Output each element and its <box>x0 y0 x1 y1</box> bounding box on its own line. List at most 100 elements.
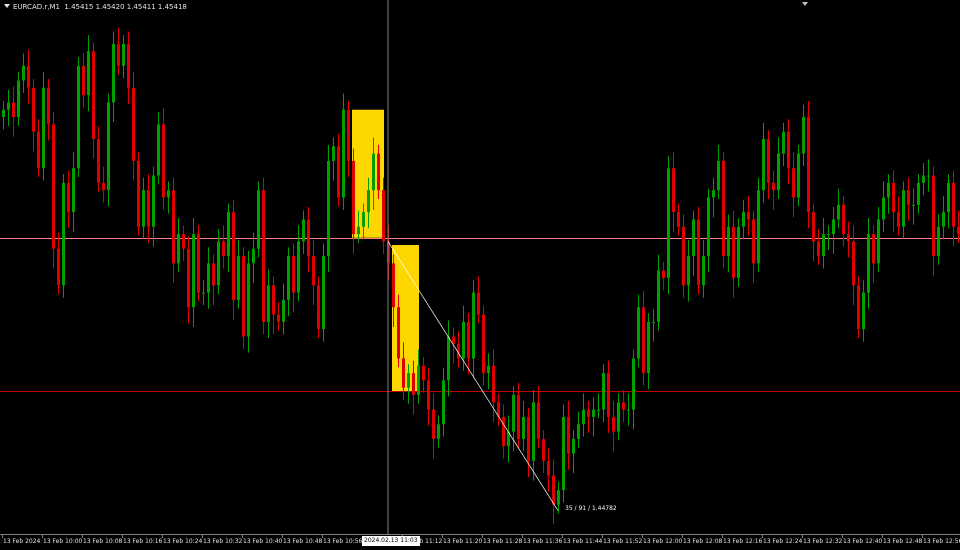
candle-body <box>282 299 285 322</box>
candle-body <box>377 153 380 191</box>
candle-body <box>407 373 410 388</box>
candle-body <box>852 241 855 286</box>
time-tick-label: 13 Feb 11:12 <box>403 538 443 545</box>
candle-body <box>817 241 820 257</box>
candle-body <box>887 182 890 198</box>
chart-title[interactable]: EURCAD.r,M1 1.45415 1.45420 1.45411 1.45… <box>4 3 187 12</box>
candle-body <box>227 212 230 257</box>
candle-body <box>302 219 305 242</box>
candle-body <box>802 117 805 154</box>
candle-body <box>807 117 810 213</box>
candle-body <box>602 373 605 410</box>
candle-body <box>187 248 190 308</box>
candle-body <box>592 409 595 417</box>
candle-body <box>77 65 80 169</box>
highlight-zone[interactable] <box>392 245 419 392</box>
time-tick-label: 13 Feb 10:48 <box>283 538 323 545</box>
candle-body <box>542 438 545 461</box>
candlestick-series <box>2 27 960 525</box>
measurement-trendline[interactable] <box>387 241 559 511</box>
time-tick-label: 13 Feb 12:48 <box>883 538 923 545</box>
candle-body <box>102 182 105 191</box>
candle-body <box>632 358 635 410</box>
candle-body <box>202 292 205 294</box>
candle-body <box>157 124 160 176</box>
candle-body <box>667 168 670 278</box>
candle-body <box>412 373 415 396</box>
candle-body <box>422 365 425 381</box>
candle-body <box>797 153 800 198</box>
candle-body <box>952 182 955 227</box>
time-tick-label: 13 Feb 10:32 <box>203 538 243 545</box>
candle-body <box>627 409 630 411</box>
time-tick-label: 13 Feb 10:56 <box>323 538 363 545</box>
candle-body <box>287 256 290 300</box>
candle-body <box>872 234 875 264</box>
candle-body <box>417 365 420 396</box>
candle-body <box>337 146 340 198</box>
chart-shift-marker-icon[interactable] <box>802 2 808 6</box>
candle-body <box>582 409 585 425</box>
candle-body <box>17 80 20 118</box>
candle-body <box>367 190 370 213</box>
candle-body <box>37 131 40 169</box>
candle-body <box>322 256 325 330</box>
candle-body <box>622 402 625 410</box>
candle-body <box>262 190 265 322</box>
candle-body <box>877 219 880 264</box>
candle-body <box>657 270 660 322</box>
candle-body <box>117 43 120 66</box>
candle-body <box>452 336 455 344</box>
time-axis-ticks <box>2 534 923 538</box>
candle-body <box>397 307 400 359</box>
candle-body <box>212 263 215 286</box>
candle-body <box>772 182 775 191</box>
candle-body <box>192 234 195 308</box>
candle-body <box>567 416 570 454</box>
candle-body <box>712 190 715 198</box>
candle-body <box>257 190 260 249</box>
candle-body <box>362 212 365 227</box>
candle-body <box>702 256 705 286</box>
candle-body <box>347 109 350 161</box>
chart-title-dropdown-icon[interactable] <box>4 4 10 8</box>
time-tick-label: 13 Feb 12:56 <box>923 538 960 545</box>
candle-body <box>892 182 895 213</box>
candle-body <box>562 416 565 491</box>
candle-body <box>252 248 255 264</box>
candle-body <box>922 175 925 183</box>
candle-body <box>732 226 735 278</box>
candle-body <box>577 424 580 439</box>
candle-body <box>317 285 320 330</box>
candle-body <box>827 234 830 236</box>
candle-body <box>692 219 695 257</box>
candle-body <box>517 395 520 439</box>
candle-body <box>822 234 825 257</box>
candle-body <box>492 365 495 403</box>
candle-body <box>177 234 180 264</box>
candle-body <box>597 409 600 411</box>
candle-body <box>152 175 155 227</box>
candle-body <box>67 182 70 213</box>
candle-body <box>912 204 915 206</box>
candle-body <box>167 190 170 198</box>
time-tick-label: 13 Feb 10:08 <box>83 538 123 545</box>
candle-body <box>382 190 385 242</box>
candle-body <box>607 373 610 417</box>
candle-body <box>307 219 310 257</box>
candle-body <box>707 197 710 257</box>
candle-body <box>217 241 220 286</box>
chart-ohlc: 1.45415 1.45420 1.45411 1.45418 <box>64 3 187 11</box>
candle-body <box>72 168 75 213</box>
candle-body <box>677 212 680 227</box>
candle-body <box>687 256 690 286</box>
candle-body <box>547 460 550 476</box>
candle-body <box>767 138 770 183</box>
candle-body <box>372 153 375 191</box>
candle-body <box>42 87 45 169</box>
candle-body <box>722 160 725 257</box>
candle-body <box>107 102 110 191</box>
candle-body <box>747 212 750 220</box>
candle-body <box>52 124 55 249</box>
